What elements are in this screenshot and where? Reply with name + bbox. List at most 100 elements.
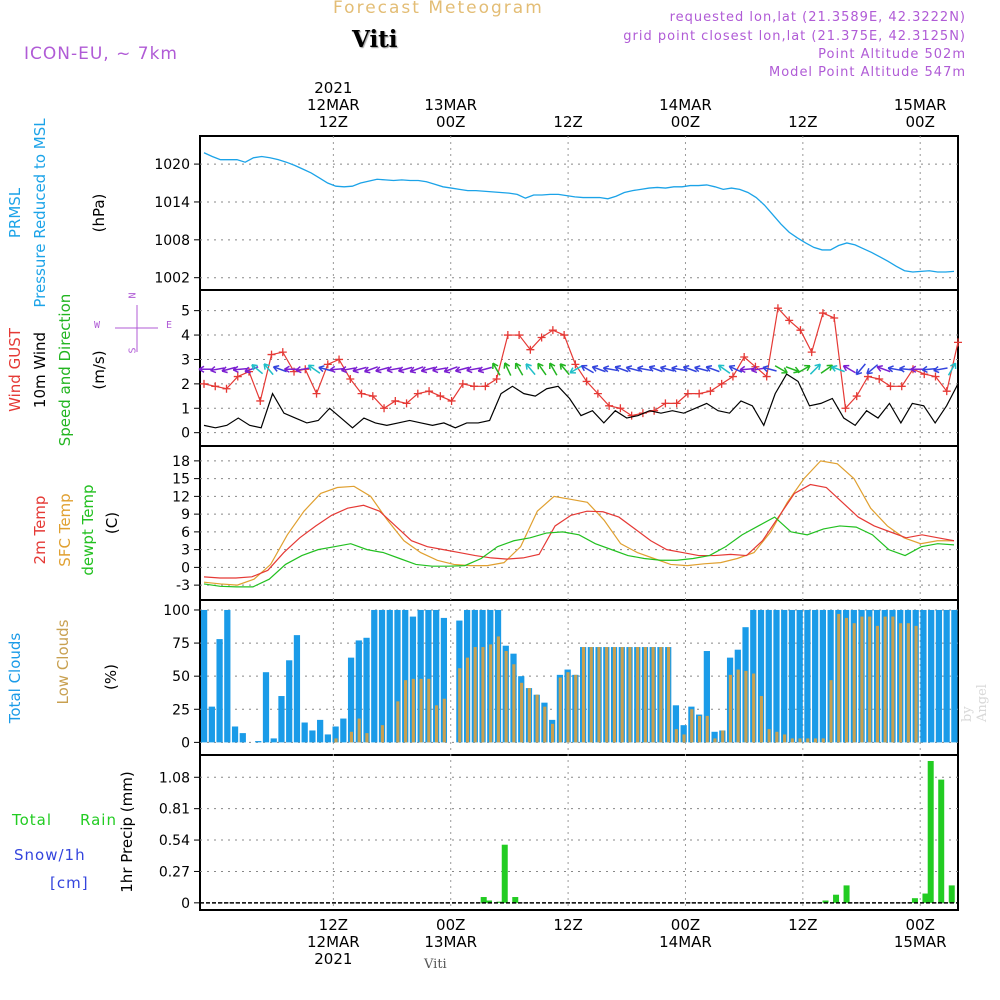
gust-marker bbox=[526, 345, 535, 354]
top-time-label: 00Z bbox=[671, 113, 700, 131]
low-cloud-bar bbox=[752, 673, 756, 743]
bottom-time-label: 15MAR bbox=[894, 933, 947, 951]
low-cloud-bar bbox=[868, 616, 872, 743]
pressure-unit: (hPa) bbox=[90, 194, 108, 233]
wind-direction-arrow bbox=[774, 365, 788, 374]
arrow-shaft bbox=[603, 367, 618, 372]
arrow-head bbox=[933, 366, 940, 374]
wind-direction-arrow bbox=[307, 364, 321, 374]
gust-marker bbox=[672, 399, 681, 408]
low-cloud-bar bbox=[520, 682, 524, 743]
total-cloud-bar bbox=[317, 719, 324, 743]
wind-direction-arrow bbox=[295, 366, 310, 374]
gust-marker bbox=[425, 387, 434, 396]
total-cloud-bar bbox=[417, 609, 424, 743]
wind-direction-arrow bbox=[625, 365, 641, 373]
arrow-shaft bbox=[843, 365, 856, 374]
total-cloud-bar bbox=[262, 672, 270, 743]
arrow-shaft bbox=[922, 367, 937, 371]
bottom-time-label: 12Z bbox=[788, 916, 817, 934]
arrow-shaft bbox=[263, 363, 274, 376]
arrow-head bbox=[340, 366, 348, 374]
wind-direction-arrow bbox=[352, 366, 367, 374]
low-cloud-bar bbox=[442, 698, 446, 743]
low-cloud-bar bbox=[806, 738, 810, 743]
wind-direction-arrow bbox=[580, 364, 594, 374]
arrow-head bbox=[251, 363, 258, 371]
wind-direction-arrow bbox=[466, 366, 481, 374]
total-cloud-bar bbox=[812, 609, 819, 743]
arrow-shaft bbox=[492, 362, 501, 376]
low-cloud-bar bbox=[512, 664, 516, 743]
arrow-head bbox=[762, 365, 769, 373]
bottom-time-label: 13MAR bbox=[424, 933, 477, 951]
wind-direction-arrow bbox=[221, 366, 236, 374]
wind-direction-arrow bbox=[682, 364, 697, 373]
arrow-head bbox=[198, 365, 205, 373]
temp-unit: (C) bbox=[103, 512, 121, 534]
arrow-shaft bbox=[614, 366, 629, 373]
arrow-shaft bbox=[444, 366, 458, 373]
total-cloud-bar bbox=[920, 609, 927, 743]
arrow-shaft bbox=[797, 365, 811, 374]
y-tick-label: 3 bbox=[181, 543, 190, 559]
gust-marker bbox=[942, 387, 951, 396]
gust-marker bbox=[458, 379, 467, 388]
arrow-head bbox=[648, 364, 656, 372]
gust-marker bbox=[875, 374, 884, 383]
wind-direction-arrow bbox=[947, 362, 957, 376]
low-cloud-bar bbox=[473, 647, 477, 743]
arrow-shaft bbox=[210, 367, 225, 372]
y-tick-label: 25 bbox=[172, 702, 190, 718]
panel-frame-temperature bbox=[199, 445, 959, 601]
low-cloud-bar bbox=[891, 616, 895, 743]
arrow-head bbox=[855, 368, 863, 376]
arrow-head bbox=[295, 366, 302, 374]
wind-direction-arrow bbox=[887, 365, 903, 373]
wind-direction-arrow bbox=[514, 362, 524, 376]
gust-marker bbox=[830, 313, 839, 322]
total-cloud-bar bbox=[928, 609, 935, 743]
total-cloud-bar bbox=[757, 609, 765, 743]
temp-label-2m: 2m Temp bbox=[31, 496, 49, 565]
arrow-head bbox=[284, 365, 290, 373]
total-cloud-bar bbox=[386, 609, 393, 743]
wind-direction-arrow bbox=[329, 365, 345, 374]
low-cloud-bar bbox=[349, 731, 354, 743]
total-cloud-bar bbox=[781, 609, 788, 743]
gust-marker bbox=[346, 374, 355, 383]
wind-direction-arrow bbox=[477, 366, 492, 374]
arrow-shaft bbox=[660, 366, 675, 372]
low-cloud-bar bbox=[334, 738, 338, 743]
gust-marker bbox=[335, 355, 344, 364]
gust-marker bbox=[605, 401, 614, 410]
bottom-time-label: 12Z bbox=[319, 916, 348, 934]
low-cloud-bar bbox=[844, 617, 849, 743]
arrow-head bbox=[318, 365, 325, 373]
low-cloud-bar bbox=[860, 616, 864, 743]
low-cloud-bar bbox=[357, 718, 361, 743]
pressure-label-prmsl: PRMSL bbox=[6, 187, 24, 238]
low-cloud-bar bbox=[527, 688, 531, 743]
y-tick-label: 3 bbox=[181, 352, 190, 368]
wind-direction-arrow bbox=[492, 362, 501, 376]
wind-direction-arrow bbox=[525, 363, 536, 376]
low-cloud-bar bbox=[620, 647, 624, 743]
top-time-label: 12Z bbox=[553, 113, 582, 131]
arrow-shaft bbox=[455, 366, 470, 372]
arrow-shaft bbox=[694, 366, 709, 372]
cloud-label-low: Low Clouds bbox=[54, 619, 72, 704]
arrow-head bbox=[221, 366, 228, 374]
low-cloud-bar bbox=[589, 647, 593, 743]
low-cloud-bar bbox=[404, 680, 408, 743]
total-cloud-bar bbox=[224, 609, 231, 743]
gust-marker bbox=[492, 374, 501, 383]
precip-bar bbox=[948, 885, 955, 903]
total-cloud-bar bbox=[765, 609, 772, 743]
wind-direction-arrow bbox=[648, 364, 663, 373]
arrow-head bbox=[210, 366, 217, 374]
low-cloud-bar bbox=[767, 729, 771, 743]
arrow-shaft bbox=[947, 362, 957, 376]
arrow-head bbox=[477, 366, 485, 374]
total-cloud-bar bbox=[208, 706, 215, 743]
